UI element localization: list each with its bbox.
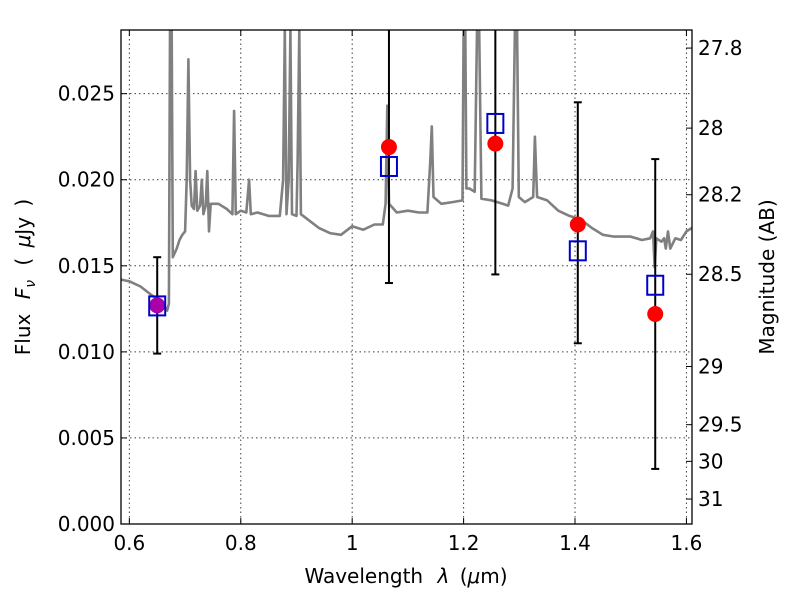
plot-frame (120, 29, 693, 525)
magnitude-tick-label: 27.8 (698, 36, 743, 60)
y-tick-label: 0.015 (58, 254, 115, 278)
x-tick-label: 1.2 (448, 531, 480, 555)
observed-point (647, 306, 664, 323)
magnitude-tick-label: 29.5 (698, 413, 743, 437)
y-tick-labels: 0.000 0.005 0.010 0.015 0.020 0.025 (58, 82, 115, 536)
grid-lines (121, 30, 692, 524)
observed-point (487, 135, 504, 152)
magnitude-tick-label: 28 (698, 116, 723, 140)
observed-point (149, 297, 166, 314)
model-point (486, 112, 505, 134)
spectrum-series (121, 30, 692, 312)
model-point (568, 240, 587, 262)
model-points (148, 112, 665, 317)
x-axis-title: Wavelength λ (μm) (304, 564, 507, 588)
magnitude-tick-label: 31 (698, 487, 723, 511)
magnitude-tick-label: 29 (698, 355, 723, 379)
observed-point (380, 139, 397, 156)
axis-ticks (121, 30, 692, 525)
magnitude-tick-label: 30 (698, 449, 723, 473)
magnitude-tick-labels: 27.8 28 28.2 28.5 29 29.5 30 31 (698, 36, 743, 511)
x-tick-label: 1 (346, 531, 359, 555)
model-point (646, 274, 665, 296)
x-tick-label: 1.6 (671, 531, 703, 555)
magnitude-axis-title: Magnitude (AB) (755, 199, 779, 354)
magnitude-tick-label: 28.5 (698, 262, 743, 286)
y-tick-label: 0.025 (58, 82, 115, 106)
x-tick-label: 1.4 (559, 531, 591, 555)
x-tick-label: 0.6 (113, 531, 145, 555)
error-bars (153, 30, 660, 470)
magnitude-tick-label: 28.2 (698, 183, 743, 207)
y-tick-label: 0.020 (58, 168, 115, 192)
x-tick-label: 0.8 (225, 531, 257, 555)
y-tick-label: 0.010 (58, 340, 115, 364)
observed-points (149, 135, 664, 323)
y-axis-title: Flux Fν ( μJy ) (11, 199, 40, 355)
observed-point (569, 216, 586, 233)
y-tick-label: 0.000 (58, 512, 115, 536)
y-tick-label: 0.005 (58, 426, 115, 450)
model-point (148, 295, 167, 317)
spectrum-line (121, 30, 692, 312)
model-point (379, 155, 398, 177)
x-tick-labels: 0.6 0.8 1 1.2 1.4 1.6 (113, 531, 702, 555)
